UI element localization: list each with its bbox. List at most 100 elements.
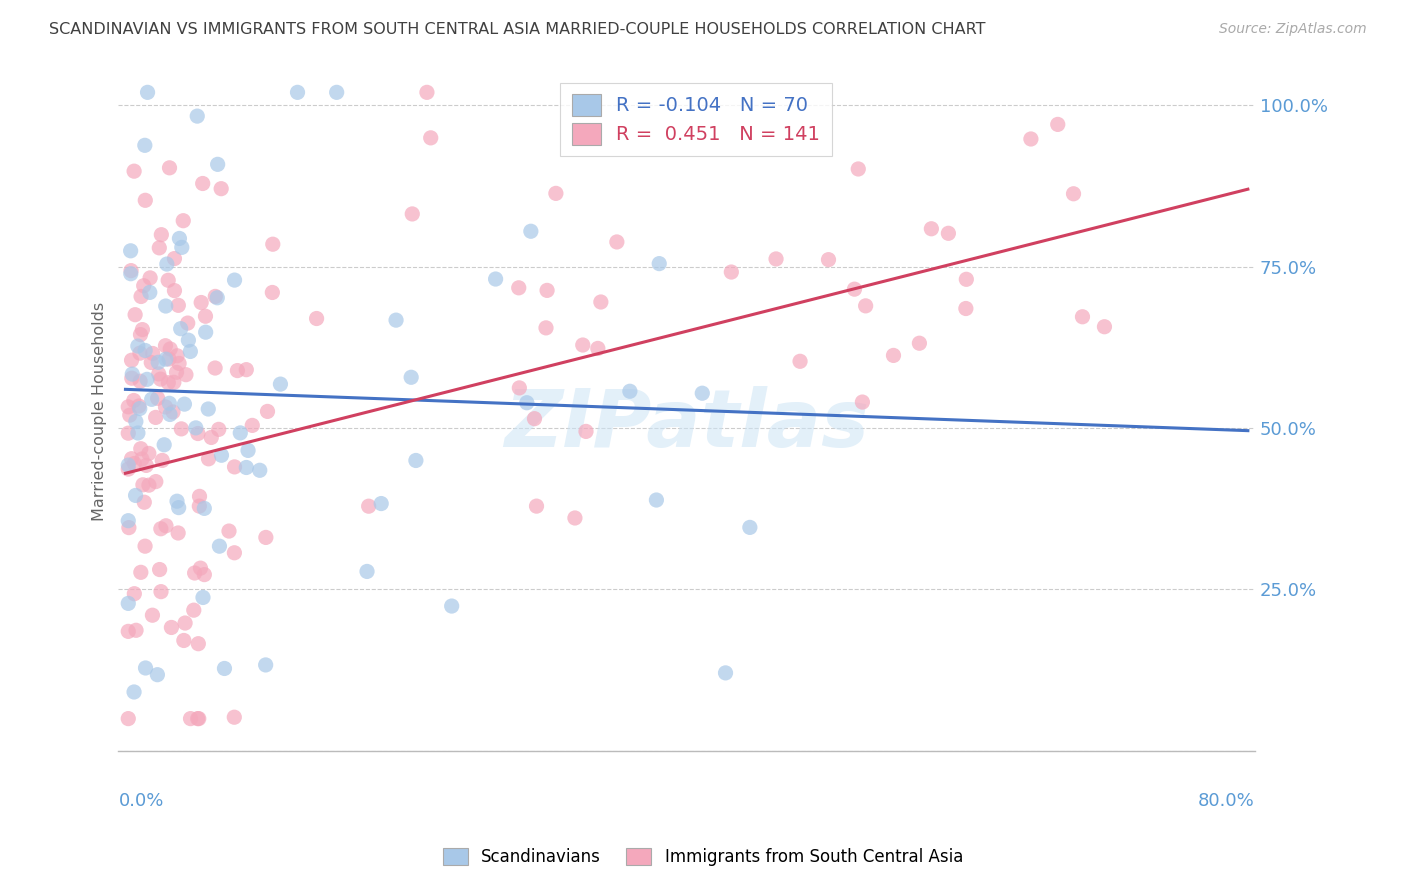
Point: [122, 685, 145, 699]
Point: [738, 520, 761, 534]
Point: [224, 710, 246, 724]
Point: [194, 310, 217, 324]
Point: [128, 399, 150, 413]
Point: [120, 263, 142, 277]
Point: [142, 346, 165, 360]
Point: [619, 384, 641, 399]
Point: [419, 131, 441, 145]
Point: [789, 354, 811, 368]
Point: [118, 408, 141, 422]
Point: [229, 425, 252, 440]
Point: [157, 396, 180, 410]
Point: [187, 712, 209, 726]
Point: [1063, 186, 1085, 201]
Point: [305, 311, 328, 326]
Point: [145, 475, 167, 489]
Point: [153, 438, 176, 452]
Point: [236, 443, 259, 458]
Point: [148, 241, 170, 255]
Point: [129, 442, 152, 456]
Point: [1046, 117, 1069, 131]
Point: [269, 377, 291, 392]
Point: [955, 301, 977, 316]
Point: [405, 453, 427, 467]
Point: [1019, 132, 1042, 146]
Point: [167, 500, 190, 515]
Point: [121, 371, 143, 385]
Point: [155, 518, 177, 533]
Point: [254, 530, 277, 544]
Point: [882, 348, 904, 362]
Point: [159, 408, 181, 422]
Point: [256, 404, 278, 418]
Text: 0.0%: 0.0%: [118, 791, 165, 810]
Point: [159, 342, 181, 356]
Point: [207, 291, 229, 305]
Point: [187, 637, 209, 651]
Point: [141, 355, 163, 369]
Point: [148, 367, 170, 381]
Point: [534, 321, 557, 335]
Point: [129, 374, 152, 388]
Point: [150, 227, 173, 242]
Point: [416, 86, 439, 100]
Point: [235, 460, 257, 475]
Point: [187, 426, 209, 441]
Point: [197, 402, 219, 417]
Point: [571, 338, 593, 352]
Point: [855, 299, 877, 313]
Point: [184, 421, 207, 435]
Point: [150, 584, 173, 599]
Point: [117, 426, 139, 441]
Point: [325, 86, 347, 100]
Point: [357, 499, 380, 513]
Point: [117, 400, 139, 414]
Point: [191, 591, 214, 605]
Point: [508, 381, 530, 395]
Point: [846, 161, 869, 176]
Point: [194, 325, 217, 339]
Point: [170, 422, 193, 436]
Point: [1094, 319, 1116, 334]
Point: [254, 657, 277, 672]
Point: [118, 521, 141, 535]
Point: [134, 138, 156, 153]
Point: [180, 712, 202, 726]
Point: [132, 278, 155, 293]
Point: [141, 392, 163, 407]
Point: [648, 257, 671, 271]
Point: [523, 411, 546, 425]
Point: [146, 667, 169, 681]
Point: [690, 386, 713, 401]
Point: [155, 299, 177, 313]
Point: [844, 282, 866, 296]
Point: [167, 356, 190, 370]
Point: [125, 624, 148, 638]
Point: [564, 511, 586, 525]
Point: [121, 451, 143, 466]
Point: [166, 349, 188, 363]
Point: [586, 342, 609, 356]
Point: [163, 376, 186, 390]
Point: [117, 624, 139, 639]
Point: [224, 546, 246, 560]
Point: [124, 587, 146, 601]
Point: [851, 395, 873, 409]
Point: [125, 415, 148, 429]
Legend: R = -0.104   N = 70, R =  0.451   N = 141: R = -0.104 N = 70, R = 0.451 N = 141: [560, 83, 832, 156]
Point: [606, 235, 628, 249]
Point: [401, 207, 423, 221]
Point: [138, 478, 160, 492]
Point: [177, 316, 200, 330]
Point: [124, 308, 146, 322]
Point: [920, 221, 942, 235]
Point: [149, 372, 172, 386]
Point: [536, 284, 558, 298]
Point: [157, 273, 180, 287]
Point: [188, 489, 211, 503]
Point: [508, 281, 530, 295]
Point: [183, 603, 205, 617]
Point: [155, 339, 177, 353]
Point: [240, 418, 263, 433]
Point: [211, 448, 233, 462]
